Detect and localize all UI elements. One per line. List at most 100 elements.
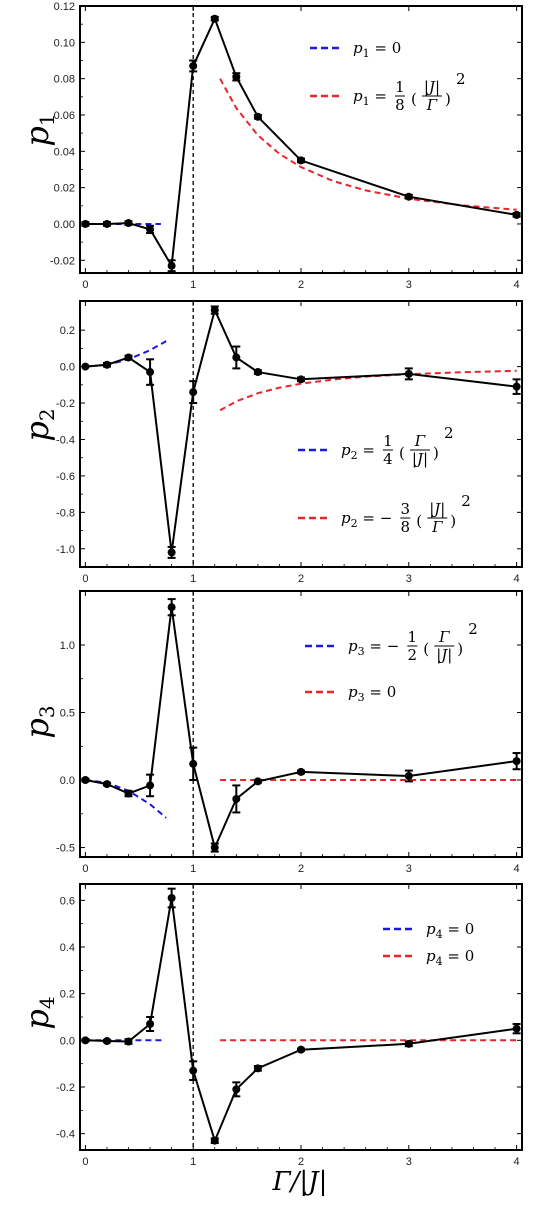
y-tick-label: -0.6 [56,471,75,483]
legend-label: p4 = 0 [426,920,474,941]
data-point [253,368,262,377]
y-tick-label: -0.8 [56,507,75,519]
x-tick-label: 4 [514,1156,520,1168]
data-point [404,1039,413,1048]
data-point [102,780,111,789]
data-point [297,1045,305,1054]
data-point [102,360,111,369]
x-tick-label: 0 [82,863,88,875]
legend-frac-num: 3 [401,500,411,518]
data-point [253,777,262,786]
data-point [210,14,219,23]
legend-paren-den: |J| [436,646,452,664]
data-point [102,219,111,228]
data-point [189,759,198,768]
data-point [404,192,413,201]
data-point [512,382,521,391]
fit-curve [85,779,167,819]
x-tick-label: 2 [298,279,304,291]
x-tick-label: 3 [406,863,412,875]
legend-paren-open: ( [411,90,417,108]
legend-frac-den: 8 [401,518,411,536]
legend-paren-open: ( [423,640,429,658]
x-tick-label: 3 [406,573,412,585]
legend-entry: p4 = 0 [383,947,474,968]
y-tick-label: -0.4 [56,1129,75,1141]
data-point [167,603,176,612]
legend-entry: p3 = 0 [305,683,396,704]
data-point [81,219,90,228]
legend-power: 2 [461,492,471,510]
y-tick-label: 0.0 [60,775,75,787]
x-tick-label: 3 [406,279,412,291]
panel-4: -0.4 -0.2 0.0 0.2 0.4 0.6 0 1 2 3 4 p4 p4 = 0 p4 = 0 [18,883,523,1168]
data-point [81,1036,90,1045]
y-tick-label: -0.5 [56,843,75,855]
y-tick-label: 0.04 [54,146,75,158]
y-tick-label: -0.4 [56,434,75,446]
legend-paren-num: Γ [414,432,426,450]
legend-paren-num: |J| [424,78,440,96]
x-tick-label: 2 [298,573,304,585]
legend-paren-den: Γ [426,96,438,114]
legend-entry: p3 = −12 (Γ|J|)2 [305,620,478,664]
legend-power: 2 [444,424,454,442]
x-axis-label: Γ/|J| [272,1167,328,1197]
y-tick-label: 0.0 [60,362,75,374]
y-tick-label: 0.12 [54,1,75,13]
data-point [124,1037,133,1046]
x-tick-label: 0 [82,1156,88,1168]
data-point [297,375,305,384]
data-point [253,1064,262,1073]
legend-label: p1 = 0 [353,39,401,60]
x-tick-label: 1 [190,573,196,585]
y-axis-label: p4 [18,996,59,1029]
fit-curve [219,369,517,412]
data-point [146,1020,155,1028]
x-tick-label: 2 [298,1156,304,1168]
data-point [512,1024,521,1033]
legend-entry: p1 = 18 (|J|Γ) 2 [310,70,466,114]
y-axis-label-text: p2 [18,408,59,441]
legend-label: p2 = [341,441,375,462]
legend-paren-close: ) [445,90,451,108]
x-tick-label: 4 [514,279,520,291]
data-point [232,794,241,803]
legend-paren-close: ) [457,640,463,658]
data-point [102,1037,111,1046]
data-point [124,353,133,362]
plot-frame [79,590,523,858]
legend-paren-den: |J| [412,450,428,468]
legend-entry: p4 = 0 [383,920,474,941]
legend-label: p1 = [353,87,387,108]
data-point [81,776,90,785]
data-point [297,767,305,776]
y-tick-label: -1.0 [56,544,75,556]
data-point [81,362,90,371]
y-tick-label: 0.0 [60,1035,75,1047]
data-point [232,1085,241,1094]
data-point [297,156,305,165]
y-tick-label: 0.4 [60,942,75,954]
legend-frac-num: 1 [383,432,393,450]
x-tick-label: 4 [514,863,520,875]
legend-frac-num: 1 [395,78,405,96]
data-point [189,61,198,70]
fit-curve [85,340,167,368]
data-point [124,789,133,798]
data-point [146,781,155,790]
y-axis-label: p3 [18,705,59,738]
x-tick-label: 0 [82,279,88,291]
legend-entry: p1 = 0 [310,39,401,60]
legend-label: p3 = 0 [348,683,396,704]
legend-paren-close: ) [450,512,456,530]
y-tick-label: 0.2 [60,325,75,337]
legend-power: 2 [468,620,478,638]
legend-label: p3 = − [348,637,399,658]
data-point [210,843,219,852]
y-axis-label: p1 [18,113,59,146]
data-point [512,757,521,766]
